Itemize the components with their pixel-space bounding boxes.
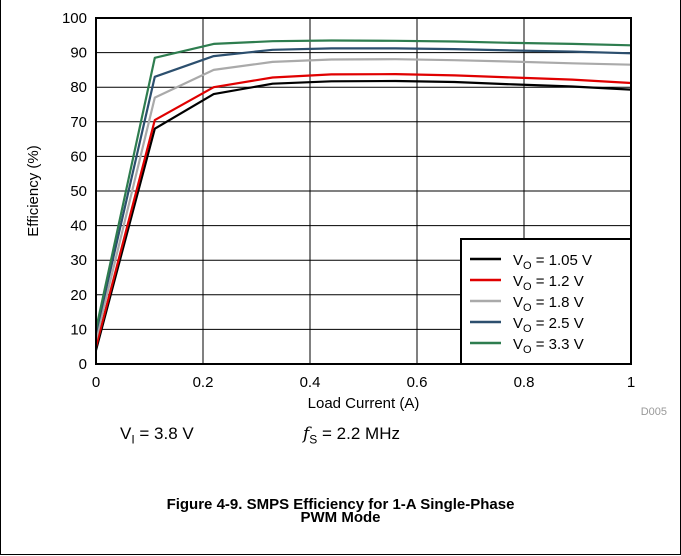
legend: VO = 1.05 VVO = 1.2 VVO = 1.8 VVO = 2.5 … [460,238,632,365]
legend-label: VO = 1.05 V [513,252,592,272]
y-tick-label: 20 [70,287,87,304]
y-tick-label: 10 [70,321,87,338]
series-line [94,39,632,330]
series-lines [94,39,632,351]
legend-label: VO = 1.2 V [513,273,584,293]
y-tick-label: 0 [79,356,87,373]
legend-label: VO = 1.8 V [513,294,584,314]
series-line [94,58,632,341]
figure-caption: Figure 4-9. SMPS Efficiency for 1-A Sing… [0,496,681,526]
y-tick-label: 90 [70,45,87,62]
x-tick-label: 0.6 [407,374,428,391]
y-tick-label: 40 [70,218,87,235]
legend-label: VO = 2.5 V [513,315,584,335]
series-line [94,47,632,334]
x-tick-label: 0.8 [514,374,535,391]
legend-label: VO = 3.3 V [513,336,584,356]
grid [96,18,631,364]
x-tick-label: 0.4 [300,374,321,391]
input-voltage-label: VI = 3.8 V [120,424,194,447]
series-line [94,79,632,351]
x-axis-title: Load Current (A) [308,395,420,412]
plot-border [95,17,632,365]
y-tick-label: 60 [70,148,87,165]
switching-frequency-label: fS = 2.2 MHz [303,424,400,447]
x-tick-label: 0.2 [193,374,214,391]
y-tick-label: 100 [62,10,87,27]
figure-id-label: D005 [641,406,667,418]
x-tick-label: 0 [92,374,100,391]
y-tick-label: 80 [70,79,87,96]
y-axis-title: Efficiency (%) [25,145,42,236]
y-tick-label: 30 [70,252,87,269]
caption-line-2: PWM Mode [300,509,381,526]
y-tick-label: 50 [70,183,87,200]
x-tick-label: 1 [627,374,635,391]
caption-line-1: Figure 4-9. SMPS Efficiency for 1-A Sing… [166,496,515,513]
y-tick-label: 70 [70,114,87,131]
series-line [94,72,632,347]
